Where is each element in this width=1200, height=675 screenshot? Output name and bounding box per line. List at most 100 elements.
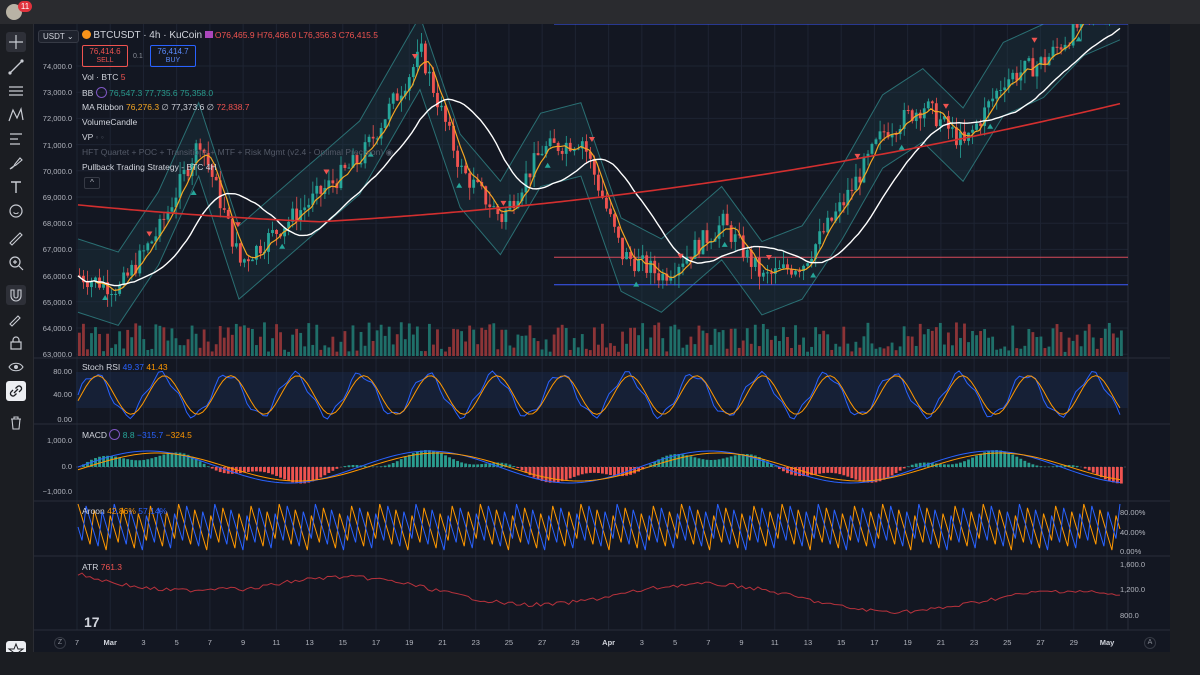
- macd-histogram-bar: [601, 467, 604, 474]
- lock-icon[interactable]: [6, 333, 26, 353]
- stoch-legend[interactable]: Stoch RSI 49.37 41.43: [82, 362, 168, 372]
- macd-histogram-bar: [214, 467, 218, 471]
- macd-histogram-bar: [629, 467, 632, 475]
- macd-histogram-bar: [202, 463, 206, 467]
- pullback-legend[interactable]: Pullback Trading Strategy - BTC 4H: [82, 162, 217, 172]
- fib-retracement-icon[interactable]: [6, 81, 26, 101]
- volume-bar: [1051, 328, 1055, 356]
- candle-body: [283, 228, 286, 237]
- buy-button[interactable]: 76,414.7 BUY: [150, 45, 196, 67]
- macd-histogram-bar: [508, 464, 512, 467]
- candle-body: [669, 277, 673, 281]
- currency-select[interactable]: USDT ⌄: [38, 30, 79, 43]
- crosshair-icon[interactable]: [6, 32, 26, 52]
- volume-bar: [464, 341, 468, 356]
- indicator-settings-icon[interactable]: [95, 87, 107, 98]
- bb-legend[interactable]: BB 76,547.3 77,735.6 75,358.0: [82, 87, 214, 98]
- macd-legend[interactable]: MACD 8.8 −315.7 −324.5: [82, 429, 192, 440]
- macd-histogram-bar: [411, 453, 415, 467]
- volume-bar: [709, 344, 713, 356]
- aroon-legend[interactable]: Aroon 42.86% 57.14%: [82, 506, 168, 516]
- candle-body: [355, 155, 359, 164]
- candle-body: [705, 230, 709, 243]
- trash-icon[interactable]: [6, 413, 26, 433]
- sell-button[interactable]: 76,414.6 SELL: [82, 45, 128, 67]
- macd-histogram-bar: [609, 467, 612, 476]
- macd-histogram-bar: [1111, 467, 1115, 483]
- volume-bar: [460, 331, 464, 356]
- vp-legend[interactable]: VP ◦ ◦: [82, 132, 104, 142]
- macd-histogram-bar: [653, 461, 657, 467]
- collapse-legend-button[interactable]: ^: [84, 177, 100, 189]
- macd-histogram-bar: [870, 467, 874, 483]
- candle-body: [548, 138, 552, 147]
- volume-bar: [894, 350, 898, 356]
- volume-bar: [963, 323, 966, 356]
- price-axis-label: 74,000.0: [42, 62, 72, 71]
- time-axis-label: 7: [207, 638, 212, 647]
- ma-fast-line: [77, 24, 1085, 292]
- link-icon[interactable]: [6, 381, 26, 401]
- volume-bar: [858, 347, 862, 356]
- trend-line-icon[interactable]: [6, 57, 26, 77]
- vol-legend[interactable]: Vol · BTC 5: [82, 72, 126, 82]
- volume-bar: [649, 337, 653, 356]
- candle-body: [951, 127, 954, 129]
- candle-body: [802, 265, 805, 272]
- candle-body: [592, 158, 596, 175]
- candle-body: [975, 123, 978, 130]
- candle-body: [733, 234, 737, 242]
- candle-body: [689, 256, 693, 259]
- volume-bar: [90, 333, 93, 356]
- auto-scale-button[interactable]: A: [1144, 637, 1156, 649]
- macd-histogram-bar: [677, 454, 681, 467]
- candle-body: [82, 275, 85, 283]
- macd-histogram-bar: [1071, 465, 1075, 467]
- macd-histogram-bar: [806, 467, 809, 476]
- atr-legend[interactable]: ATR 761.3: [82, 562, 123, 572]
- candle-body: [753, 257, 757, 267]
- zoom-icon[interactable]: [6, 253, 26, 273]
- volume-candle-legend[interactable]: VolumeCandle: [82, 117, 138, 127]
- volume-bar: [733, 328, 737, 356]
- macd-histogram-bar: [745, 454, 749, 467]
- macd-histogram-bar: [246, 467, 250, 472]
- symbol-title[interactable]: BTCUSDT · 4h · KuCoin: [93, 30, 203, 41]
- chart-canvas[interactable]: [34, 24, 1170, 652]
- time-axis-label: 21: [936, 638, 946, 647]
- hft-legend[interactable]: HFT Quartet + POC + Transitions + MTF + …: [82, 147, 393, 157]
- time-axis-label: 3: [639, 638, 644, 647]
- eye-icon[interactable]: [6, 357, 26, 377]
- time-axis-label: 27: [537, 638, 547, 647]
- volume-bar: [206, 341, 210, 356]
- sell-signal-icon: [323, 169, 330, 175]
- magnet-icon[interactable]: [6, 285, 26, 305]
- spread-value: 0.1: [133, 53, 143, 60]
- sell-signal-icon: [411, 54, 418, 60]
- pattern-icon[interactable]: [6, 105, 26, 125]
- macd-histogram-bar: [403, 456, 407, 467]
- macd-settings-icon[interactable]: [109, 429, 121, 440]
- brush-icon[interactable]: [6, 153, 26, 173]
- macd-histogram-bar: [1035, 465, 1039, 467]
- candle-body: [850, 189, 854, 191]
- zoom-reset-button[interactable]: Z: [54, 637, 66, 649]
- candle-body: [496, 206, 500, 215]
- hidden-eye-icon[interactable]: ◉: [385, 147, 393, 157]
- candle-body: [1039, 57, 1043, 66]
- time-axis-label: 3: [141, 638, 146, 647]
- prediction-icon[interactable]: [6, 129, 26, 149]
- macd-histogram-bar: [327, 467, 331, 473]
- text-icon[interactable]: [6, 177, 26, 197]
- volume-bar: [544, 339, 548, 356]
- ruler-icon[interactable]: [6, 229, 26, 249]
- bottom-strip: [0, 652, 1200, 675]
- macd-histogram-bar: [428, 450, 431, 467]
- emoji-icon[interactable]: [6, 201, 26, 221]
- ma-ribbon-legend[interactable]: MA Ribbon 76,276.3 ∅ 77,373.6 ∅ 72,838.7: [82, 102, 250, 112]
- volume-bar: [323, 345, 327, 356]
- lock-drawing-icon[interactable]: [6, 309, 26, 329]
- macd-histogram-bar: [769, 463, 773, 467]
- macd-histogram-bar: [90, 459, 93, 467]
- chart-area[interactable]: USDT ⌄ BTCUSDT · 4h · KuCoin O76,465.9 H…: [34, 24, 1170, 652]
